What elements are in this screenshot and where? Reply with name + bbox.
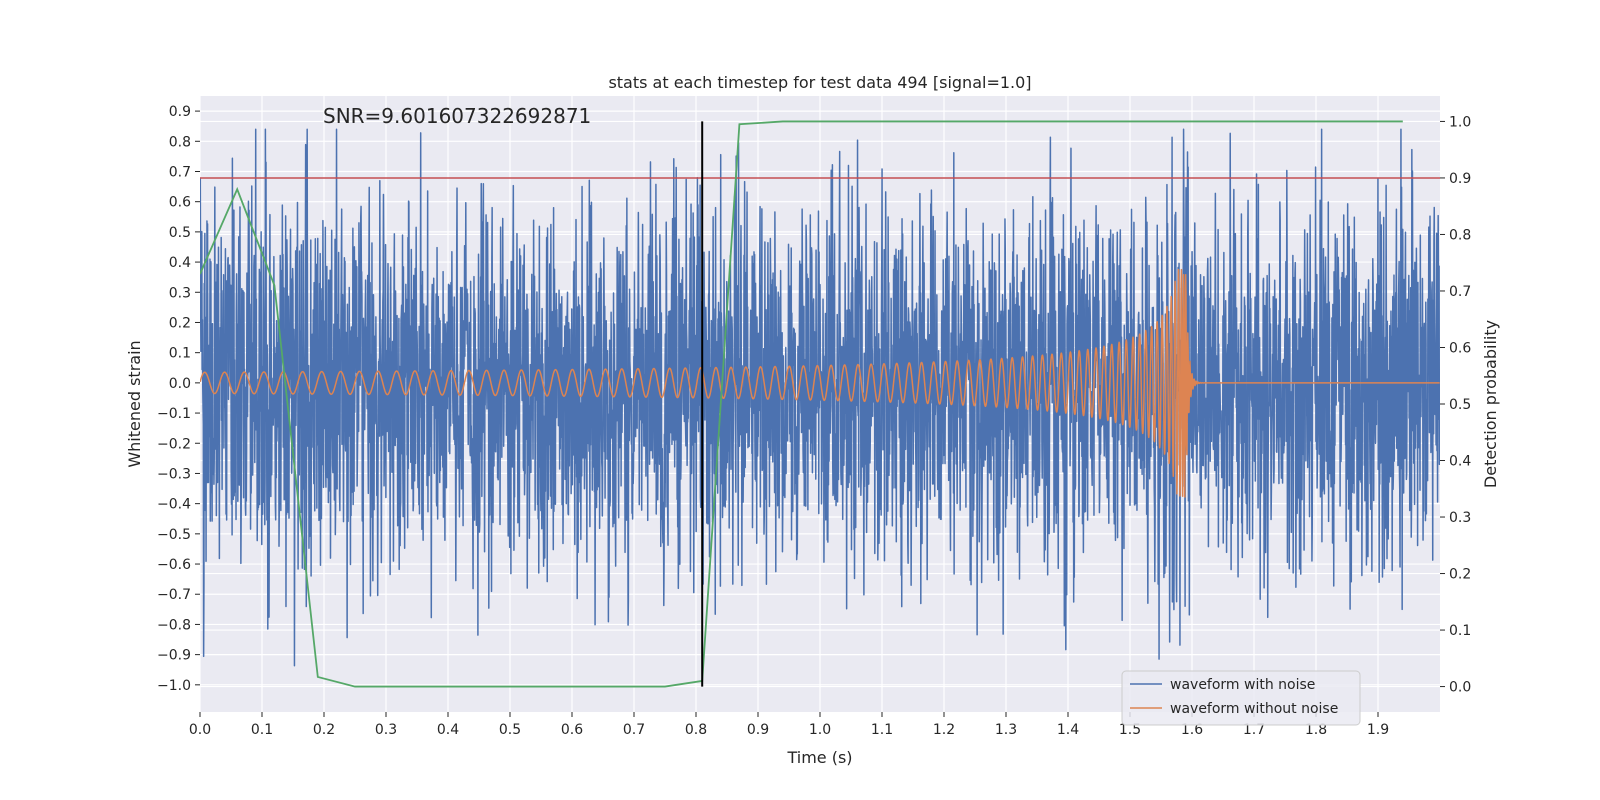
y-tick-label: −0.7 [157,587,191,603]
y-tick-label: −0.2 [157,436,191,452]
y-tick-label: −0.9 [157,648,191,664]
x-axis-label: Time (s) [786,748,852,767]
y-axis-label: Whitened strain [125,340,144,467]
x-tick-label: 0.2 [313,722,335,738]
legend-box [1121,670,1361,726]
y-tick-label: −0.8 [157,617,191,633]
legend-label-clean: waveform without noise [1170,701,1338,717]
y-tick-label: −0.5 [157,527,191,543]
x-tick-label: 1.6 [1181,722,1203,738]
y-tick-label: −0.1 [157,406,191,422]
x-tick-label: 1.0 [809,722,831,738]
x-tick-label: 1.8 [1305,722,1327,738]
legend: waveform with noise waveform without noi… [1121,670,1361,726]
x-tick-label: 0.8 [685,722,707,738]
y-tick-label: 0.1 [169,346,191,362]
y-tick-label: 0.4 [169,255,191,271]
snr-annotation: SNR=9.601607322692871 [323,104,591,128]
y-tick-label: 0.6 [169,195,191,211]
y2-tick-label: 0.5 [1449,397,1471,413]
y2-tick-label: 0.3 [1449,510,1471,526]
x-tick-label: 0.6 [561,722,583,738]
y-tick-label: −0.3 [157,466,191,482]
x-tick-label: 1.3 [995,722,1017,738]
y-tick-label: 0.0 [169,376,191,392]
y-tick-label: 0.9 [169,104,191,120]
x-tick-label: 1.7 [1243,722,1265,738]
y2-tick-label: 0.4 [1449,454,1471,470]
y2-tick-label: 0.8 [1449,227,1471,243]
x-tick-label: 0.9 [747,722,769,738]
y-tick-label: 0.5 [169,225,191,241]
x-tick-label: 0.4 [437,722,459,738]
legend-label-noise: waveform with noise [1170,677,1315,693]
y-tick-label: 0.7 [169,164,191,180]
y2-tick-label: 0.9 [1449,171,1471,187]
x-tick-label: 1.4 [1057,722,1079,738]
x-tick-label: 0.5 [499,722,521,738]
x-tick-label: 1.2 [933,722,955,738]
y2-tick-label: 0.7 [1449,284,1471,300]
y-tick-label: −1.0 [157,678,191,694]
y2-tick-label: 0.1 [1449,623,1471,639]
chart-title: stats at each timestep for test data 494… [608,73,1031,92]
x-tick-label: 0.1 [251,722,273,738]
y-tick-label: −0.4 [157,497,191,513]
x-tick-label: 0.0 [189,722,211,738]
series-layer [200,120,1440,688]
clean-waveform-line [200,268,1440,498]
y-tick-label: 0.2 [169,315,191,331]
x-tick-label: 1.1 [871,722,893,738]
y-tick-label: 0.3 [169,285,191,301]
noise-waveform-line [200,128,1440,667]
x-tick-label: 0.3 [375,722,397,738]
y2-tick-label: 0.0 [1449,680,1471,696]
y-tick-label: −0.6 [157,557,191,573]
y-tick-label: 0.8 [169,134,191,150]
tick-layer: 0.0 0.1 0.2 0.3 0.4 0.5 0.6 0.7 0.8 0.9 1.0 1.1 1.2 1… [157,104,1471,738]
y2-tick-label: 1.0 [1449,114,1471,130]
y2-tick-label: 0.2 [1449,567,1471,583]
x-tick-label: 0.7 [623,722,645,738]
detection-probability-line [200,120,1403,688]
x-tick-label: 1.5 [1119,722,1141,738]
x-tick-label: 1.9 [1367,722,1389,738]
y2-tick-label: 0.6 [1449,340,1471,356]
y2-axis-label: Detection probability [1481,320,1500,488]
